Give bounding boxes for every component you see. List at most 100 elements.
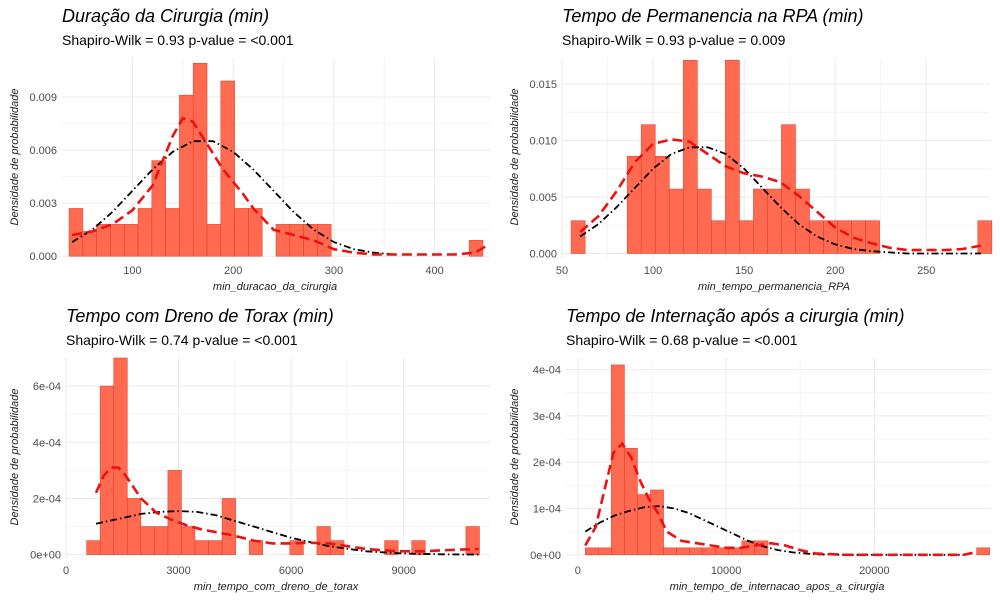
y-axis-label: Densidade de probabilidade	[509, 388, 521, 526]
histogram-bar	[165, 208, 180, 257]
y-tick-label: 0e+00	[30, 550, 61, 562]
chart-plot-1: 100 200 300 400 0.000 0.003 0.006 0.009	[29, 58, 490, 277]
y-axis-label: Densidade de probabilidade	[9, 388, 21, 526]
histogram-bar	[637, 494, 651, 556]
chart-panel-permanencia-rpa: 50 100 150 200 250 0.000 0.005 0.010 0.015 Tempo…	[500, 0, 1000, 300]
y-tick-label: 0.000	[29, 251, 57, 263]
histogram-bar	[795, 188, 810, 254]
chart-title: Tempo de Internação após a cirurgia (min…	[566, 306, 905, 326]
histogram-bar	[611, 364, 625, 556]
histogram-bar	[110, 224, 125, 257]
y-tick-label: 1e-04	[533, 503, 561, 515]
chart-plot-4: 0 10000 20000 0e+00 1e-04 2e-04 3e-04 4e-04	[530, 358, 991, 577]
histogram-bar	[624, 447, 638, 556]
histogram-bar	[663, 547, 677, 556]
x-tick-label: 50	[556, 265, 568, 277]
histogram-bar	[221, 498, 236, 555]
x-tick-label: 200	[826, 265, 844, 277]
histogram-bar	[234, 208, 249, 257]
x-axis-label: min_tempo_permanencia_RPA	[697, 281, 851, 293]
histogram-bar	[711, 220, 726, 254]
y-tick-label: 0e+00	[530, 550, 561, 562]
chart-plot-2: 50 100 150 200 250 0.000 0.005 0.010 0.015	[529, 58, 993, 277]
y-tick-label: 2e-04	[33, 493, 61, 505]
chart-subtitle: Shapiro-Wilk = 0.74 p-value = <0.001	[66, 332, 298, 348]
chart-subtitle: Shapiro-Wilk = 0.93 p-value = 0.009	[562, 32, 786, 48]
histogram-bar	[976, 547, 991, 556]
histogram-bar	[192, 63, 208, 257]
histogram-bar	[977, 220, 993, 254]
histogram-bar	[154, 526, 169, 555]
histogram-bar	[206, 224, 222, 257]
x-tick-label: 250	[917, 265, 935, 277]
density-curve	[71, 116, 488, 256]
x-tick-label: 6000	[279, 565, 303, 577]
histogram-bar	[725, 59, 740, 254]
x-tick-label: 400	[425, 265, 443, 277]
x-axis-label: min_tempo_com_dreno_de_torax	[193, 581, 359, 593]
histogram-bar	[113, 357, 128, 555]
y-tick-label: 2e-04	[533, 457, 561, 469]
histogram-bar	[317, 224, 332, 257]
histogram-bar	[598, 547, 612, 556]
histogram-bar	[676, 547, 690, 556]
y-tick-label: 4e-04	[33, 437, 61, 449]
chart-title: Duração da Cirurgia (min)	[62, 6, 270, 26]
chart-plot-3: 0 3000 6000 9000 0e+00 2e-04 4e-04 6e-04	[30, 357, 490, 577]
x-tick-label: 150	[735, 265, 753, 277]
histogram-bar	[316, 526, 331, 555]
chart-panel-dreno-torax: 0 3000 6000 9000 0e+00 2e-04 4e-04 6e-04 Tempo …	[0, 300, 500, 600]
histogram-bar	[126, 498, 142, 555]
histogram-bar	[767, 188, 782, 254]
y-tick-label: 0.010	[529, 135, 557, 147]
x-axis-label: min_duracao_da_cirurgia	[212, 281, 338, 293]
density-curve	[584, 441, 976, 557]
histogram-bar	[697, 188, 712, 254]
y-tick-label: 3e-04	[533, 411, 561, 423]
y-axis-label: Densidade de probabilidade	[509, 88, 521, 226]
histogram-bar	[809, 220, 824, 254]
histogram-bar	[753, 188, 768, 254]
y-tick-label: 0.003	[29, 198, 57, 210]
density-curve	[579, 138, 982, 252]
y-tick-label: 0.009	[29, 92, 57, 104]
histogram-bar	[584, 547, 599, 556]
histogram-bar	[865, 220, 880, 254]
histogram-bar	[248, 540, 264, 555]
histogram-bar	[194, 540, 209, 555]
chart-subtitle: Shapiro-Wilk = 0.68 p-value = <0.001	[566, 332, 798, 348]
histogram-bar	[823, 220, 838, 254]
chart-panel-internacao: 0 10000 20000 0e+00 1e-04 2e-04 3e-04 4e-04 Tem…	[500, 300, 1000, 600]
y-tick-label: 0.005	[529, 192, 557, 204]
density-curve	[94, 466, 479, 553]
histogram-bar	[123, 224, 139, 257]
normal-curve	[579, 146, 981, 255]
y-tick-label: 6e-04	[33, 381, 61, 393]
y-axis-label: Densidade de probabilidade	[9, 88, 21, 226]
histogram-bar	[248, 208, 263, 257]
histogram-bar	[289, 224, 304, 257]
histogram-bar	[570, 220, 586, 254]
histogram-bar	[151, 160, 166, 257]
histogram-bar	[668, 188, 684, 254]
y-tick-label: 0.000	[529, 248, 557, 260]
histogram-bar	[167, 470, 182, 555]
normal-curve	[71, 140, 395, 256]
y-tick-label: 0.015	[529, 79, 557, 91]
histogram-bar	[140, 526, 155, 555]
x-axis-label: min_tempo_de_internacao_apos_a_cirurgia	[669, 581, 885, 593]
histogram-bar	[96, 224, 111, 257]
x-tick-label: 200	[224, 265, 242, 277]
x-tick-label: 3000	[166, 565, 190, 577]
histogram-bar	[739, 220, 754, 254]
chart-title: Tempo de Permanencia na RPA (min)	[562, 6, 864, 26]
histogram-bar	[220, 80, 235, 257]
histogram-bar	[654, 156, 670, 254]
chart-title: Tempo com Dreno de Torax (min)	[66, 306, 334, 326]
chart-subtitle: Shapiro-Wilk = 0.93 p-value = <0.001	[62, 32, 294, 48]
y-tick-label: 4e-04	[533, 365, 561, 377]
histogram-bar	[86, 540, 101, 555]
y-tick-label: 0.006	[29, 145, 57, 157]
x-tick-label: 100	[644, 265, 662, 277]
x-tick-label: 20000	[859, 565, 890, 577]
